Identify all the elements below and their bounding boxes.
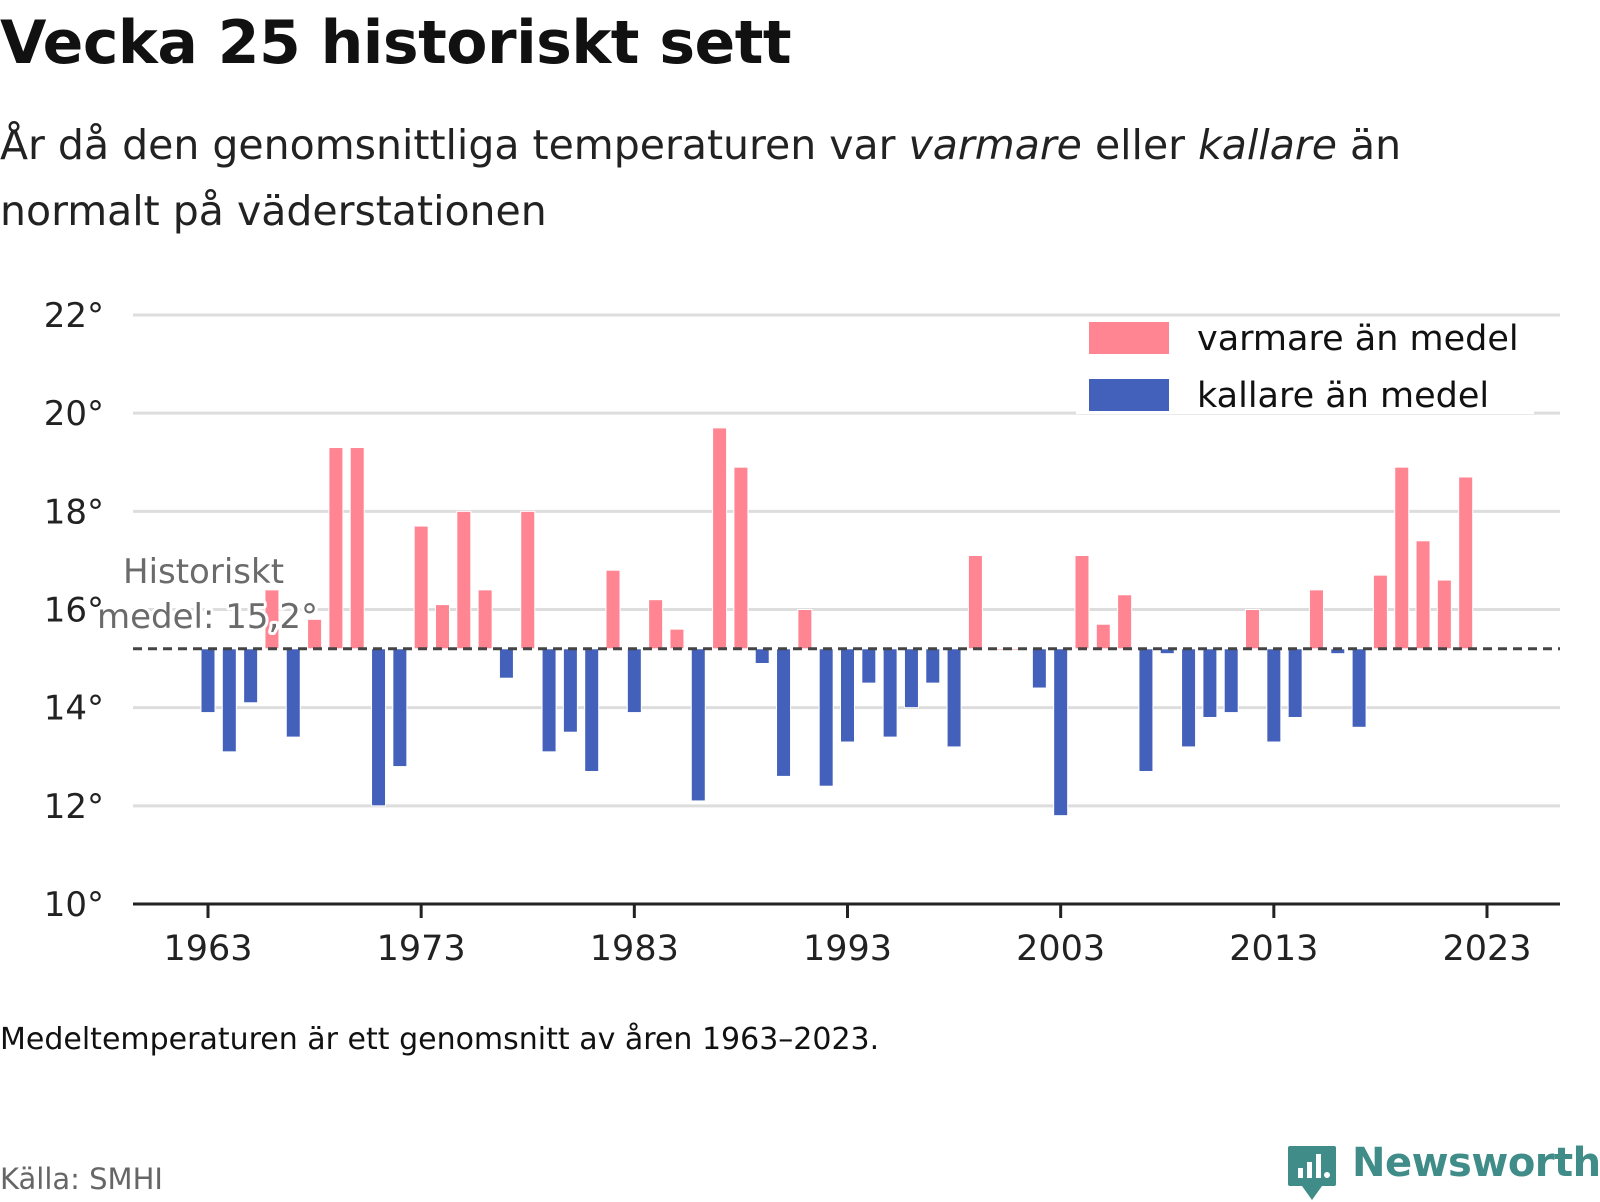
bar-2011 (1223, 648, 1239, 714)
bar-1992 (818, 648, 834, 787)
bar-1971 (371, 648, 387, 807)
subtitle-part2: eller (1081, 121, 1199, 169)
mean-label: Historiskt medel: 15,2° (94, 549, 321, 640)
legend-cold-swatch (1089, 379, 1169, 411)
bar-1981 (584, 648, 600, 772)
bar-1973 (413, 525, 429, 650)
bar-1977 (498, 648, 514, 679)
bar-2021 (1436, 579, 1452, 650)
bar-1999 (967, 555, 983, 650)
bar-1982 (605, 569, 621, 650)
bar-2008 (1159, 648, 1175, 655)
bar-1998 (946, 648, 962, 748)
bar-1976 (477, 589, 493, 650)
brand-name: Newsworthy (1352, 1140, 1600, 1186)
bar-1995 (882, 648, 898, 738)
y-tick-label: 16° (44, 591, 104, 631)
bar-1970 (349, 447, 365, 650)
x-tick-label: 1983 (590, 929, 679, 969)
bar-1980 (562, 648, 578, 733)
bar-2006 (1117, 594, 1133, 650)
legend-warm-label: varmare än medel (1197, 319, 1519, 359)
bar-1972 (392, 648, 408, 768)
subtitle-part1: År då den genomsnittliga temperaturen va… (0, 121, 909, 169)
bar-1988 (733, 466, 749, 650)
bars (200, 427, 1474, 817)
bar-1974 (434, 604, 450, 650)
bar-2004 (1074, 555, 1090, 650)
mean-label-line-1: Historiskt (123, 552, 284, 592)
bar-1997 (925, 648, 941, 684)
y-axis-labels: 10° 12° 14° 16° 18° 20° 22° (44, 296, 104, 925)
bar-1967 (285, 648, 301, 738)
legend: varmare än medel kallare än medel (1076, 317, 1534, 416)
bar-1978 (520, 510, 536, 650)
subtitle-cold-word: kallare (1198, 121, 1337, 169)
bar-1983 (626, 648, 642, 714)
bar-1964 (221, 648, 237, 753)
mean-label-line-2: medel: 15,2° (97, 597, 318, 637)
bar-1987 (712, 427, 728, 650)
bar-2017 (1351, 648, 1367, 728)
bar-2018 (1372, 574, 1388, 650)
chart-subtitle: År då den genomsnittliga temperaturen va… (0, 112, 1540, 244)
y-tick-label: 18° (44, 492, 104, 532)
chart-title: Vecka 25 historiskt sett (0, 8, 792, 78)
bar-2015 (1308, 589, 1324, 650)
y-tick-label: 14° (44, 689, 104, 729)
bar-2009 (1181, 648, 1197, 748)
x-tick-label: 2023 (1442, 929, 1531, 969)
bar-2022 (1458, 476, 1474, 650)
grid-lines (133, 313, 1560, 808)
bar-1990 (776, 648, 792, 777)
brand-logo: Newsworthy (1280, 1138, 1600, 1200)
footnote: Medeltemperaturen är ett genomsnitt av å… (0, 1022, 880, 1057)
bar-2012 (1245, 609, 1261, 650)
y-tick-label: 20° (44, 394, 104, 434)
bar-2019 (1394, 466, 1410, 650)
bar-2003 (1053, 648, 1069, 817)
bar-1989 (754, 648, 770, 664)
x-tick-label: 2013 (1229, 929, 1318, 969)
x-tick-label: 1973 (377, 929, 466, 969)
x-tick-label: 1993 (803, 929, 892, 969)
bar-1965 (243, 648, 259, 704)
source-credit: Källa: SMHI (0, 1162, 163, 1196)
x-tick-label: 1963 (163, 929, 252, 969)
x-axis-labels: 1963 1973 1983 1993 2003 2013 2023 (163, 904, 1532, 969)
bar-1994 (861, 648, 877, 684)
bar-2010 (1202, 648, 1218, 718)
legend-cold-label: kallare än medel (1197, 376, 1489, 416)
bar-2013 (1266, 648, 1282, 743)
bar-1963 (200, 648, 216, 714)
bar-1975 (456, 510, 472, 650)
subtitle-warm-word: varmare (908, 121, 1082, 169)
bar-1985 (669, 628, 685, 650)
bar-2005 (1095, 623, 1111, 650)
bar-1993 (840, 648, 855, 743)
bar-1991 (797, 609, 813, 650)
bar-2007 (1138, 648, 1154, 772)
x-tick-label: 2003 (1016, 929, 1105, 969)
bar-1984 (648, 599, 664, 650)
legend-warm-swatch (1089, 322, 1169, 354)
y-tick-label: 12° (44, 787, 104, 827)
bar-1969 (328, 447, 344, 650)
bar-2014 (1287, 648, 1303, 718)
newsworthy-logo-icon (1288, 1146, 1336, 1200)
bar-chart: 10° 12° 14° 16° 18° 20° 22° Historiskt medel: … (44, 296, 1560, 969)
bar-2020 (1415, 540, 1431, 650)
y-tick-label: 22° (44, 296, 104, 336)
bar-1979 (541, 648, 557, 753)
bar-1986 (690, 648, 706, 802)
y-tick-label: 10° (44, 885, 104, 925)
bar-1996 (903, 648, 919, 709)
bar-2002 (1031, 648, 1047, 689)
subtitle-part3: än normalt på väderstationen (0, 121, 1402, 235)
